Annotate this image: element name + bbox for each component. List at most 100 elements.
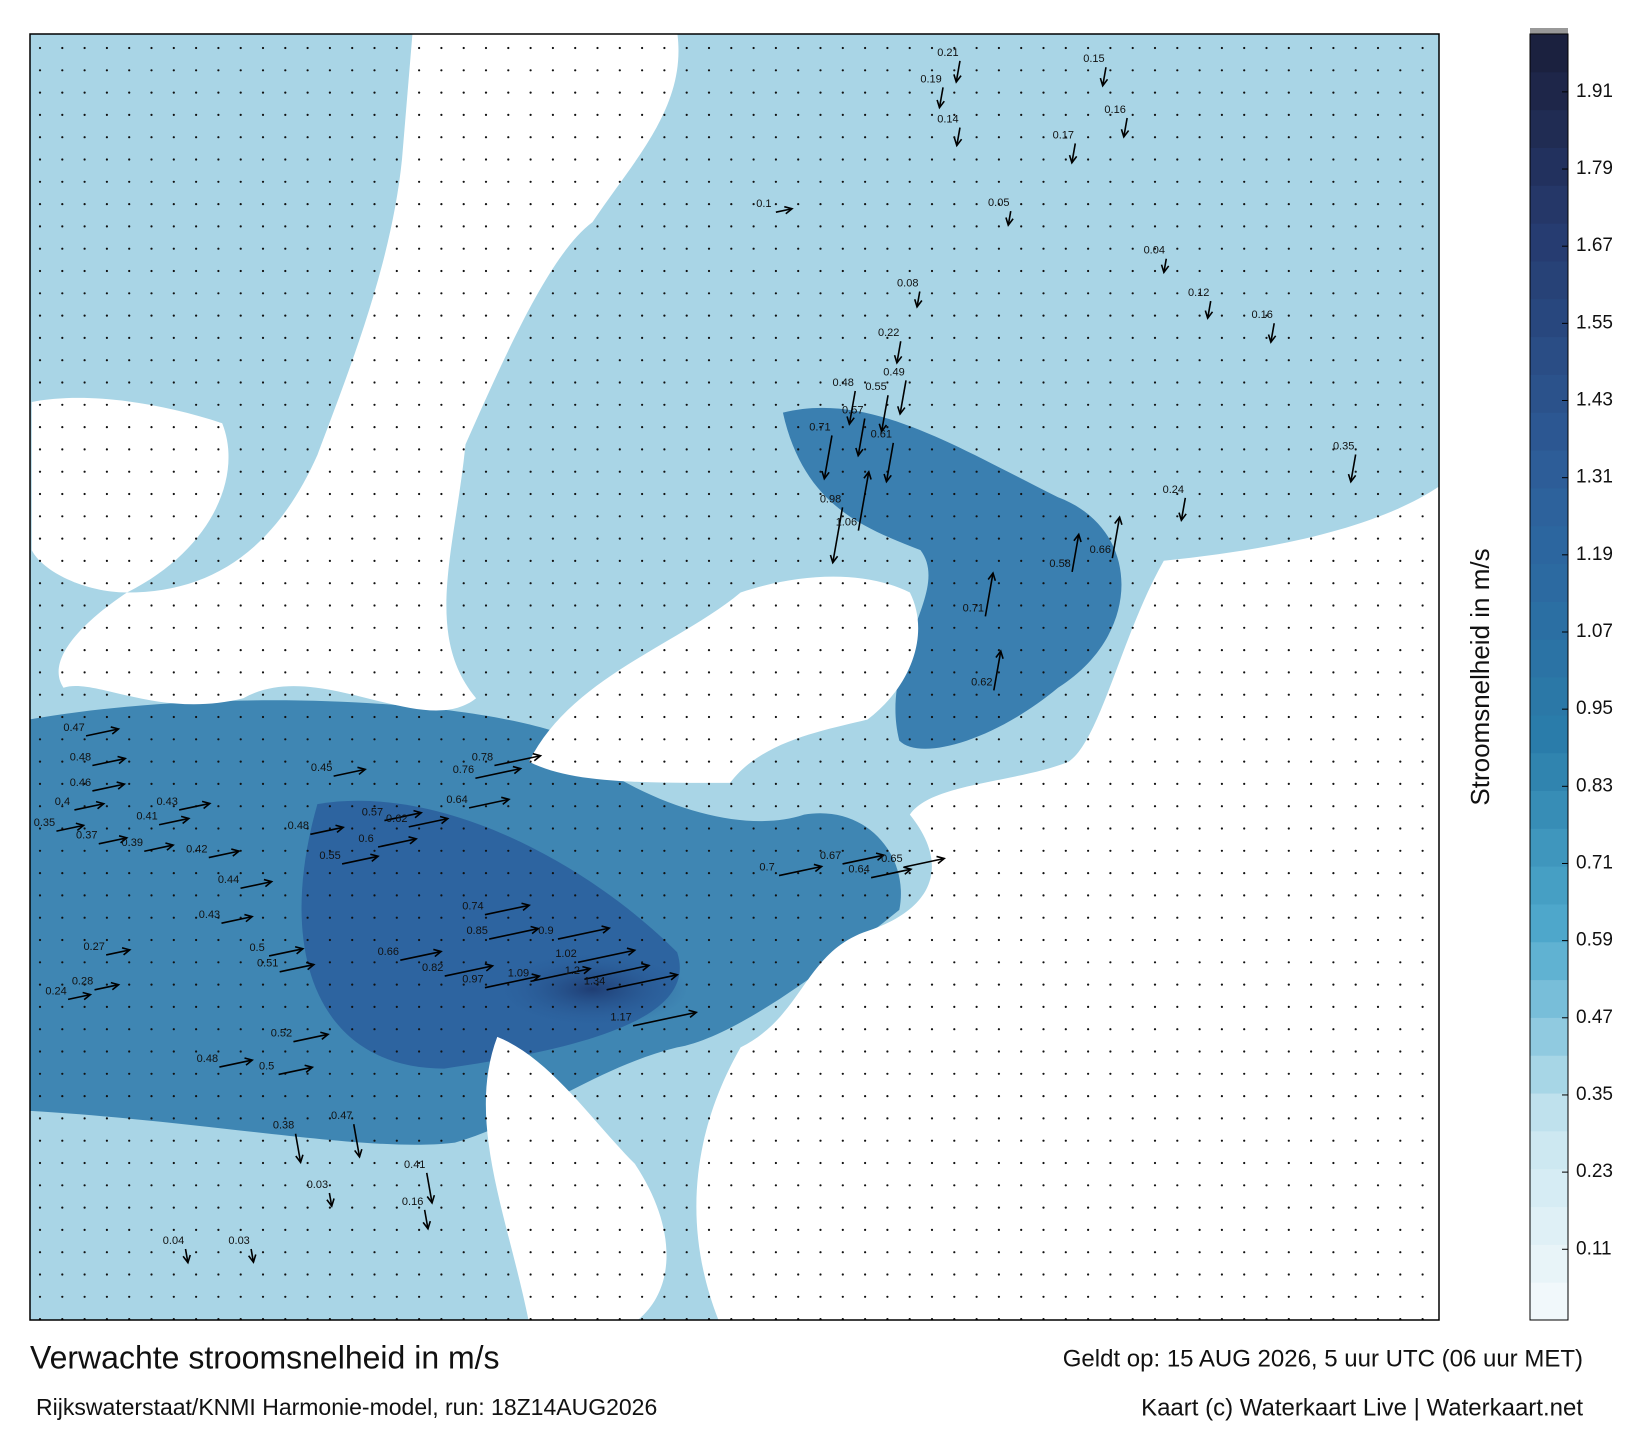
- grid-dot: [1198, 269, 1201, 273]
- grid-dot: [1310, 671, 1313, 674]
- grid-dot: [774, 872, 778, 875]
- grid-dot: [1399, 1161, 1402, 1165]
- grid-dot: [1220, 470, 1223, 473]
- grid-dot: [306, 1273, 309, 1276]
- grid-dot: [1265, 1139, 1268, 1142]
- grid-dot: [1220, 1184, 1223, 1187]
- grid-dot: [930, 715, 934, 719]
- grid-dot: [105, 113, 108, 116]
- grid-dot: [1153, 1005, 1157, 1009]
- grid-dot: [1087, 1139, 1090, 1142]
- grid-dot: [351, 46, 354, 50]
- grid-dot: [328, 359, 331, 362]
- grid-dot: [440, 805, 443, 808]
- grid-dot: [306, 470, 309, 473]
- grid-dot: [975, 604, 978, 607]
- grid-dot: [1131, 91, 1134, 94]
- current-vector: [484, 975, 540, 989]
- grid-dot: [507, 916, 510, 919]
- grid-dot: [1153, 1095, 1157, 1098]
- grid-dot: [1042, 738, 1045, 741]
- grid-dot: [930, 247, 934, 250]
- grid-dot: [663, 626, 666, 629]
- grid-dot: [1243, 158, 1246, 161]
- grid-dot: [685, 448, 688, 451]
- grid-dot: [529, 448, 532, 451]
- grid-dot: [195, 782, 198, 786]
- grid-dot: [574, 872, 577, 875]
- grid-dot: [351, 649, 354, 652]
- grid-dot: [975, 269, 978, 273]
- grid-dot: [953, 805, 956, 808]
- grid-dot: [1287, 158, 1290, 161]
- grid-dot: [195, 760, 198, 763]
- grid-dot: [239, 403, 242, 406]
- grid-dot: [195, 113, 198, 116]
- grid-dot: [641, 381, 644, 384]
- grid-dot: [752, 782, 755, 786]
- grid-dot: [105, 403, 108, 406]
- grid-dot: [1220, 604, 1223, 607]
- grid-dot: [1310, 805, 1313, 808]
- grid-dot: [418, 827, 421, 830]
- grid-dot: [819, 1273, 822, 1276]
- grid-dot: [797, 448, 800, 451]
- grid-dot: [774, 269, 778, 273]
- grid-dot: [217, 1005, 220, 1009]
- grid-dot: [841, 1028, 844, 1031]
- grid-dot: [975, 203, 978, 206]
- grid-dot: [328, 470, 331, 473]
- grid-dot: [574, 158, 577, 161]
- grid-dot: [663, 1206, 666, 1209]
- grid-dot: [507, 983, 510, 986]
- grid-dot: [752, 180, 755, 183]
- grid-dot: [953, 537, 956, 540]
- grid-dot: [38, 1184, 42, 1187]
- grid-dot: [418, 894, 421, 897]
- grid-dot: [284, 1095, 287, 1098]
- grid-dot: [618, 938, 621, 942]
- current-vector: [425, 1172, 433, 1203]
- grid-dot: [1332, 1072, 1335, 1075]
- grid-dot: [1332, 180, 1335, 183]
- grid-dot: [284, 760, 287, 763]
- grid-dot: [1042, 938, 1045, 942]
- grid-dot: [105, 894, 108, 897]
- grid-dot: [440, 849, 443, 852]
- current-vector: [423, 1209, 429, 1229]
- grid-dot: [217, 626, 220, 629]
- grid-dot: [997, 782, 1001, 786]
- grid-dot: [1354, 1251, 1357, 1254]
- grid-dot: [819, 1005, 822, 1009]
- grid-dot: [105, 359, 108, 362]
- grid-dot: [1064, 492, 1067, 496]
- grid-dot: [596, 292, 599, 295]
- grid-dot: [1265, 1072, 1268, 1075]
- grid-dot: [83, 381, 86, 384]
- grid-dot: [1220, 1161, 1223, 1165]
- grid-dot: [641, 537, 644, 540]
- grid-dot: [1020, 849, 1023, 852]
- grid-dot: [1131, 515, 1134, 518]
- grid-dot: [841, 91, 844, 94]
- grid-dot: [730, 1295, 733, 1298]
- grid-dot: [195, 1251, 198, 1254]
- grid-dot: [997, 715, 1001, 719]
- grid-dot: [886, 448, 889, 451]
- grid-dot: [395, 1251, 398, 1254]
- grid-dot: [574, 738, 577, 741]
- grid-dot: [908, 180, 911, 183]
- grid-dot: [1087, 916, 1090, 919]
- grid-dot: [841, 983, 844, 986]
- grid-dot: [462, 1184, 465, 1187]
- grid-dot: [172, 782, 175, 786]
- grid-dot: [373, 359, 376, 362]
- grid-dot: [172, 849, 175, 852]
- grid-dot: [1354, 693, 1357, 696]
- grid-dot: [306, 158, 309, 161]
- grid-dot: [61, 649, 64, 652]
- vector-head: [294, 945, 305, 955]
- grid-dot: [1064, 1184, 1067, 1187]
- grid-dot: [484, 247, 488, 250]
- speed-label: 0.39: [122, 837, 143, 849]
